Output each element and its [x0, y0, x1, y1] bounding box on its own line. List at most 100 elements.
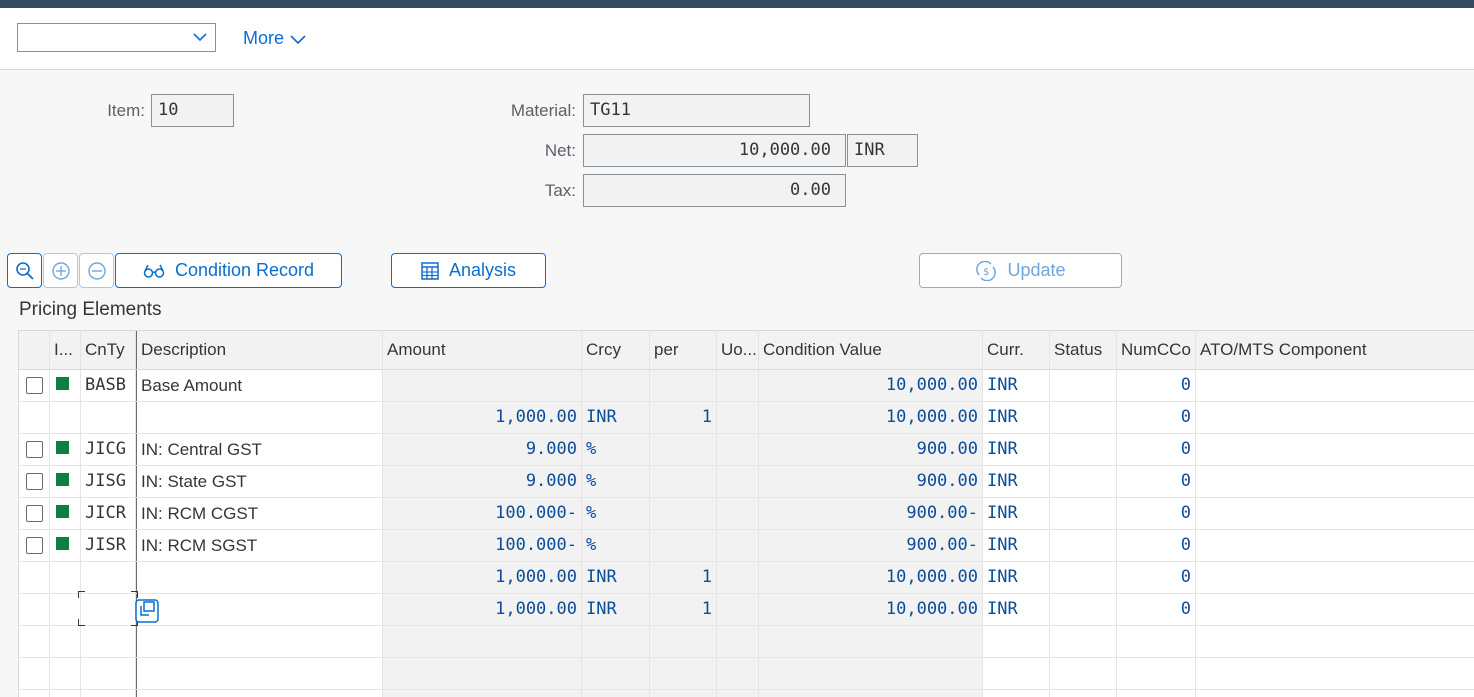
cnty-cell	[81, 690, 136, 697]
condition-value-cell: 10,000.00	[759, 562, 983, 593]
col-amount[interactable]: Amount	[383, 331, 582, 369]
select-cell	[19, 530, 50, 561]
status-indicator-icon	[56, 537, 69, 550]
focused-cell[interactable]	[78, 591, 138, 626]
col-per[interactable]: per	[650, 331, 717, 369]
col-status[interactable]: Status	[1050, 331, 1117, 369]
uom-cell	[717, 530, 759, 561]
ato-mts-cell	[1196, 530, 1474, 561]
condition-value-cell: 10,000.00	[759, 370, 983, 401]
cnty-cell: JICR	[81, 498, 136, 529]
net-value-field[interactable]: 10,000.00	[583, 134, 846, 167]
net-currency-field[interactable]: INR	[847, 134, 918, 167]
cnty-cell	[81, 562, 136, 593]
material-field[interactable]: TG11	[583, 94, 810, 127]
select-cell	[19, 370, 50, 401]
curr-cell	[983, 658, 1050, 689]
curr-cell: INR	[983, 370, 1050, 401]
row-checkbox[interactable]	[26, 377, 43, 394]
minus-circle-icon	[87, 261, 106, 280]
ato-mts-cell	[1196, 658, 1474, 689]
description-cell: IN: RCM SGST	[136, 530, 383, 561]
collapse-button[interactable]	[79, 253, 114, 288]
update-button[interactable]: $ Update	[919, 253, 1122, 288]
col-crcy[interactable]: Crcy	[582, 331, 650, 369]
ato-mts-cell	[1196, 498, 1474, 529]
zoom-button[interactable]	[7, 253, 42, 288]
condition-value-cell	[759, 658, 983, 689]
magnify-icon	[15, 261, 34, 280]
col-select[interactable]	[19, 331, 50, 369]
table-row[interactable]	[19, 690, 1474, 697]
table-row[interactable]: BASB Base Amount 10,000.00 INR 0	[19, 370, 1474, 402]
col-condition-value[interactable]: Condition Value	[759, 331, 983, 369]
uom-cell	[717, 434, 759, 465]
amount-cell: 1,000.00	[383, 594, 582, 625]
amount-cell	[383, 690, 582, 697]
select-cell	[19, 626, 50, 657]
table-row[interactable]: 1,000.00 INR 1 10,000.00 INR 0	[19, 402, 1474, 434]
per-cell	[650, 370, 717, 401]
table-row[interactable]	[19, 658, 1474, 690]
table-row[interactable]: JISR IN: RCM SGST 100.000-% 900.00- INR 0	[19, 530, 1474, 562]
select-cell	[19, 690, 50, 697]
status-indicator-icon	[56, 505, 69, 518]
col-numcco[interactable]: NumCCo	[1117, 331, 1196, 369]
ato-mts-cell	[1196, 594, 1474, 625]
curr-cell: INR	[983, 466, 1050, 497]
col-indicator[interactable]: I...	[50, 331, 81, 369]
uom-cell	[717, 402, 759, 433]
ato-mts-cell	[1196, 370, 1474, 401]
crcy-cell	[582, 690, 650, 697]
amount-cell: 100.000-	[383, 530, 582, 561]
table-row[interactable]: 1,000.00 INR 1 10,000.00 INR 0	[19, 562, 1474, 594]
status-cell	[1050, 466, 1117, 497]
svg-text:$: $	[983, 267, 989, 278]
crcy-cell	[582, 626, 650, 657]
tax-label: Tax:	[544, 181, 576, 200]
tax-value-field[interactable]: 0.00	[583, 174, 846, 207]
row-checkbox[interactable]	[26, 473, 43, 490]
condition-value-cell: 900.00-	[759, 530, 983, 561]
table-row[interactable]: 1,000.00 INR 1 10,000.00 INR 0	[19, 594, 1474, 626]
row-checkbox[interactable]	[26, 441, 43, 458]
row-checkbox[interactable]	[26, 537, 43, 554]
pricing-table: I... CnTy Description Amount Crcy per Uo…	[18, 330, 1474, 697]
table-row[interactable]: JICR IN: RCM CGST 100.000-% 900.00- INR 0	[19, 498, 1474, 530]
action-dropdown[interactable]	[17, 23, 216, 52]
item-field[interactable]: 10	[151, 94, 234, 127]
per-cell: 1	[650, 402, 717, 433]
col-description[interactable]: Description	[136, 331, 383, 369]
col-ato-mts[interactable]: ATO/MTS Component	[1196, 331, 1474, 369]
analysis-button[interactable]: Analysis	[391, 253, 546, 288]
condition-record-button[interactable]: Condition Record	[115, 253, 342, 288]
select-cell	[19, 466, 50, 497]
amount-cell	[383, 370, 582, 401]
status-cell	[1050, 658, 1117, 689]
condition-value-cell: 900.00-	[759, 498, 983, 529]
description-cell: IN: Central GST	[136, 434, 383, 465]
crcy-cell	[582, 658, 650, 689]
row-checkbox[interactable]	[26, 505, 43, 522]
expand-button[interactable]	[43, 253, 78, 288]
cnty-cell: BASB	[81, 370, 136, 401]
col-curr[interactable]: Curr.	[983, 331, 1050, 369]
uom-cell	[717, 498, 759, 529]
curr-cell: INR	[983, 434, 1050, 465]
table-row[interactable]	[19, 626, 1474, 658]
table-row[interactable]: JISG IN: State GST 9.000% 900.00 INR 0	[19, 466, 1474, 498]
status-indicator-icon	[56, 473, 69, 486]
crcy-cell: %	[582, 466, 650, 497]
refresh-money-icon: $	[976, 260, 997, 281]
indicator-cell	[50, 594, 81, 625]
more-button[interactable]: More	[243, 28, 306, 49]
cnty-cell: JISG	[81, 466, 136, 497]
col-uom[interactable]: Uo...	[717, 331, 759, 369]
table-row[interactable]: JICG IN: Central GST 9.000% 900.00 INR 0	[19, 434, 1474, 466]
per-cell	[650, 626, 717, 657]
col-cnty[interactable]: CnTy	[81, 331, 136, 369]
status-cell	[1050, 530, 1117, 561]
uom-cell	[717, 370, 759, 401]
copy-icon[interactable]	[135, 596, 160, 624]
status-indicator-icon	[56, 441, 69, 454]
